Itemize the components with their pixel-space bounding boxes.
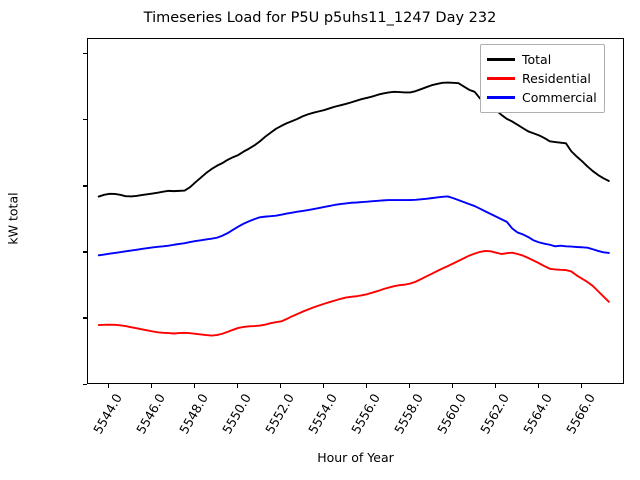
series-line-residential bbox=[97, 250, 610, 337]
x-tick-label: 5556.0 bbox=[348, 391, 384, 437]
x-tick-mark bbox=[322, 384, 324, 388]
plot-area bbox=[87, 38, 624, 384]
x-tick-mark bbox=[451, 384, 453, 388]
series-line-commercial bbox=[97, 195, 610, 257]
x-tick-mark bbox=[365, 384, 367, 388]
x-tick-mark bbox=[580, 384, 582, 388]
chart-legend: Total Residential Commercial bbox=[480, 44, 605, 113]
legend-item-label: Total bbox=[522, 52, 552, 67]
legend-item-residential[interactable]: Residential bbox=[487, 69, 597, 88]
y-tick-mark bbox=[83, 119, 87, 121]
x-tick-label: 5546.0 bbox=[133, 391, 169, 437]
x-tick-label: 5550.0 bbox=[219, 391, 255, 437]
x-axis-label: Hour of Year bbox=[317, 450, 394, 465]
x-tick-mark bbox=[537, 384, 539, 388]
x-tick-mark bbox=[279, 384, 281, 388]
x-tick-label: 5560.0 bbox=[434, 391, 470, 437]
y-tick-mark bbox=[83, 251, 87, 253]
series-canvas bbox=[97, 81, 610, 337]
x-tick-label: 5544.0 bbox=[90, 391, 126, 437]
x-tick-mark bbox=[107, 384, 110, 388]
y-tick-mark bbox=[83, 383, 87, 385]
x-tick-label: 5548.0 bbox=[176, 391, 212, 437]
y-tick-mark bbox=[83, 185, 87, 187]
y-tick-mark bbox=[83, 317, 87, 319]
legend-color-swatch bbox=[487, 96, 515, 99]
x-tick-mark bbox=[193, 384, 195, 388]
legend-color-swatch bbox=[487, 77, 515, 80]
legend-color-swatch bbox=[487, 58, 515, 61]
x-tick-mark bbox=[150, 384, 153, 388]
x-tick-label: 5566.0 bbox=[563, 391, 599, 437]
legend-item-commercial[interactable]: Commercial bbox=[487, 88, 597, 107]
chart-title: Timeseries Load for P5U p5uhs11_1247 Day… bbox=[143, 10, 497, 26]
x-tick-label: 5558.0 bbox=[391, 391, 427, 437]
x-tick-mark bbox=[494, 384, 496, 388]
legend-item-label: Commercial bbox=[522, 90, 597, 105]
x-tick-label: 5554.0 bbox=[305, 391, 341, 437]
x-tick-label: 5562.0 bbox=[477, 391, 513, 437]
series-line-total bbox=[97, 81, 610, 198]
x-tick-label: 5564.0 bbox=[520, 391, 556, 437]
legend-item-total[interactable]: Total bbox=[487, 50, 597, 69]
x-tick-label: 5552.0 bbox=[262, 391, 298, 437]
x-tick-mark bbox=[408, 384, 410, 388]
legend-item-label: Residential bbox=[522, 71, 591, 86]
x-tick-mark bbox=[236, 384, 238, 388]
y-tick-mark bbox=[83, 53, 87, 55]
y-axis-label: kW total bbox=[5, 192, 21, 245]
